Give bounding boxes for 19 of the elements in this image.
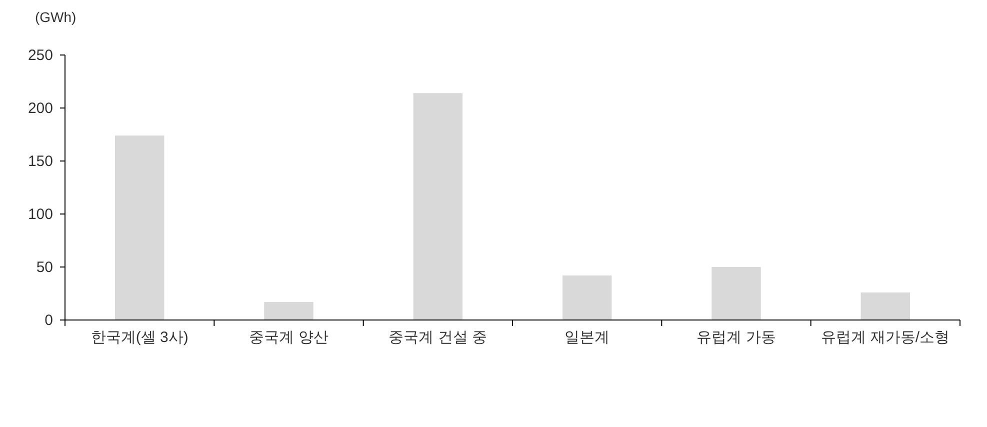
- x-tick-label: 중국계 양산: [249, 329, 328, 346]
- y-tick-label: 250: [28, 47, 53, 64]
- bar: [562, 275, 612, 320]
- bar: [712, 267, 761, 320]
- x-tick-label: 유럽계 가동: [696, 329, 776, 346]
- y-tick-label: 0: [44, 312, 53, 329]
- bar: [264, 302, 314, 320]
- bar: [114, 136, 164, 320]
- y-tick-label: 200: [28, 100, 53, 117]
- y-tick-label: 150: [28, 153, 53, 170]
- x-tick-label: 중국계 건설 중: [388, 329, 488, 346]
- bar: [860, 292, 910, 320]
- x-tick-label: 한국계(셀 3사): [90, 329, 188, 346]
- bar: [413, 93, 463, 320]
- y-tick-label: 100: [28, 206, 53, 223]
- y-tick-label: 50: [36, 259, 53, 276]
- y-axis-title: (GWh): [35, 9, 76, 25]
- x-tick-label: 유럽계 재가동/소형: [821, 329, 950, 346]
- x-tick-label: 일본계: [564, 329, 610, 346]
